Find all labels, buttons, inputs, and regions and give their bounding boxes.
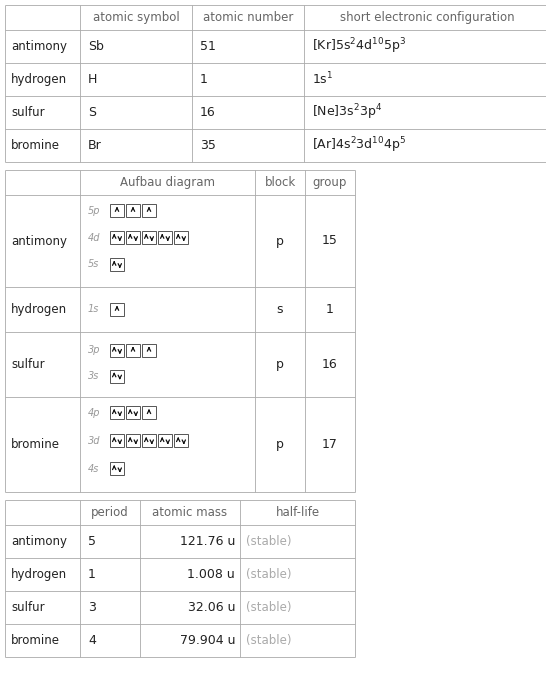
Text: 121.76 u: 121.76 u xyxy=(180,535,235,548)
Text: 1s: 1s xyxy=(88,304,99,315)
Bar xyxy=(126,231,140,244)
Text: [Ar]4s$^2$3d$^{10}$4p$^5$: [Ar]4s$^2$3d$^{10}$4p$^5$ xyxy=(312,136,406,155)
Bar xyxy=(158,231,172,244)
Text: 1: 1 xyxy=(326,303,334,316)
Text: 3p: 3p xyxy=(88,345,100,355)
Bar xyxy=(142,434,156,447)
Text: p: p xyxy=(276,358,284,371)
Text: 16: 16 xyxy=(200,106,216,119)
Text: [Ne]3s$^2$3p$^4$: [Ne]3s$^2$3p$^4$ xyxy=(312,103,382,123)
Text: Sb: Sb xyxy=(88,40,104,53)
Text: p: p xyxy=(276,234,284,247)
Text: hydrogen: hydrogen xyxy=(11,73,67,86)
Bar xyxy=(142,231,156,244)
Text: S: S xyxy=(88,106,96,119)
Text: p: p xyxy=(276,438,284,451)
Text: Br: Br xyxy=(88,139,102,152)
Text: H: H xyxy=(88,73,97,86)
Text: bromine: bromine xyxy=(11,139,60,152)
Bar xyxy=(126,407,140,419)
Text: bromine: bromine xyxy=(11,438,60,451)
Bar xyxy=(174,434,188,447)
Text: [Kr]5s$^2$4d$^{10}$5p$^3$: [Kr]5s$^2$4d$^{10}$5p$^3$ xyxy=(312,37,406,57)
Bar xyxy=(110,434,124,447)
Text: (stable): (stable) xyxy=(246,601,292,614)
Text: (stable): (stable) xyxy=(246,535,292,548)
Text: 15: 15 xyxy=(322,234,338,247)
Text: s: s xyxy=(277,303,283,316)
Text: 32.06 u: 32.06 u xyxy=(187,601,235,614)
Bar xyxy=(110,303,124,316)
Bar xyxy=(110,462,124,475)
Text: 4: 4 xyxy=(88,634,96,647)
Text: bromine: bromine xyxy=(11,634,60,647)
Bar xyxy=(110,231,124,244)
Text: 5p: 5p xyxy=(88,206,100,215)
Text: short electronic configuration: short electronic configuration xyxy=(340,11,515,24)
Text: 4d: 4d xyxy=(88,232,100,242)
Text: Aufbau diagram: Aufbau diagram xyxy=(120,176,215,189)
Text: hydrogen: hydrogen xyxy=(11,303,67,316)
Text: 1s$^1$: 1s$^1$ xyxy=(312,72,333,88)
Text: atomic number: atomic number xyxy=(203,11,293,24)
Bar xyxy=(110,407,124,419)
Text: (stable): (stable) xyxy=(246,634,292,647)
Bar xyxy=(126,344,140,357)
Text: period: period xyxy=(91,506,129,519)
Text: sulfur: sulfur xyxy=(11,601,45,614)
Bar xyxy=(110,370,124,383)
Text: atomic mass: atomic mass xyxy=(152,506,228,519)
Text: 17: 17 xyxy=(322,438,338,451)
Text: 5: 5 xyxy=(88,535,96,548)
Text: sulfur: sulfur xyxy=(11,106,45,119)
Bar xyxy=(174,231,188,244)
Text: sulfur: sulfur xyxy=(11,358,45,371)
Text: 1.008 u: 1.008 u xyxy=(187,568,235,581)
Text: 4s: 4s xyxy=(88,464,99,474)
Bar xyxy=(142,344,156,357)
Bar xyxy=(110,204,124,217)
Bar xyxy=(158,434,172,447)
Text: group: group xyxy=(313,176,347,189)
Text: 3d: 3d xyxy=(88,436,100,446)
Text: antimony: antimony xyxy=(11,234,67,247)
Bar xyxy=(142,204,156,217)
Text: 79.904 u: 79.904 u xyxy=(180,634,235,647)
Text: 1: 1 xyxy=(200,73,208,86)
Text: block: block xyxy=(264,176,295,189)
Text: 1: 1 xyxy=(88,568,96,581)
Text: (stable): (stable) xyxy=(246,568,292,581)
Text: 3: 3 xyxy=(88,601,96,614)
Text: atomic symbol: atomic symbol xyxy=(93,11,180,24)
Text: hydrogen: hydrogen xyxy=(11,568,67,581)
Bar xyxy=(110,344,124,357)
Text: antimony: antimony xyxy=(11,40,67,53)
Bar xyxy=(110,258,124,271)
Text: 16: 16 xyxy=(322,358,338,371)
Text: 35: 35 xyxy=(200,139,216,152)
Text: antimony: antimony xyxy=(11,535,67,548)
Text: 3s: 3s xyxy=(88,371,99,381)
Text: 4p: 4p xyxy=(88,408,100,417)
Bar xyxy=(126,204,140,217)
Text: 51: 51 xyxy=(200,40,216,53)
Bar xyxy=(126,434,140,447)
Bar xyxy=(142,407,156,419)
Text: 5s: 5s xyxy=(88,259,99,270)
Text: half-life: half-life xyxy=(275,506,319,519)
